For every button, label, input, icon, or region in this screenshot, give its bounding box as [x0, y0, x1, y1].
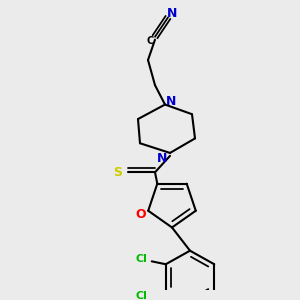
Text: N: N [157, 152, 167, 165]
Text: C: C [146, 36, 154, 46]
Text: O: O [135, 208, 146, 221]
Text: Cl: Cl [136, 254, 148, 264]
Text: Cl: Cl [136, 291, 148, 300]
Text: S: S [113, 166, 122, 179]
Text: N: N [167, 7, 177, 20]
Text: N: N [166, 95, 176, 108]
